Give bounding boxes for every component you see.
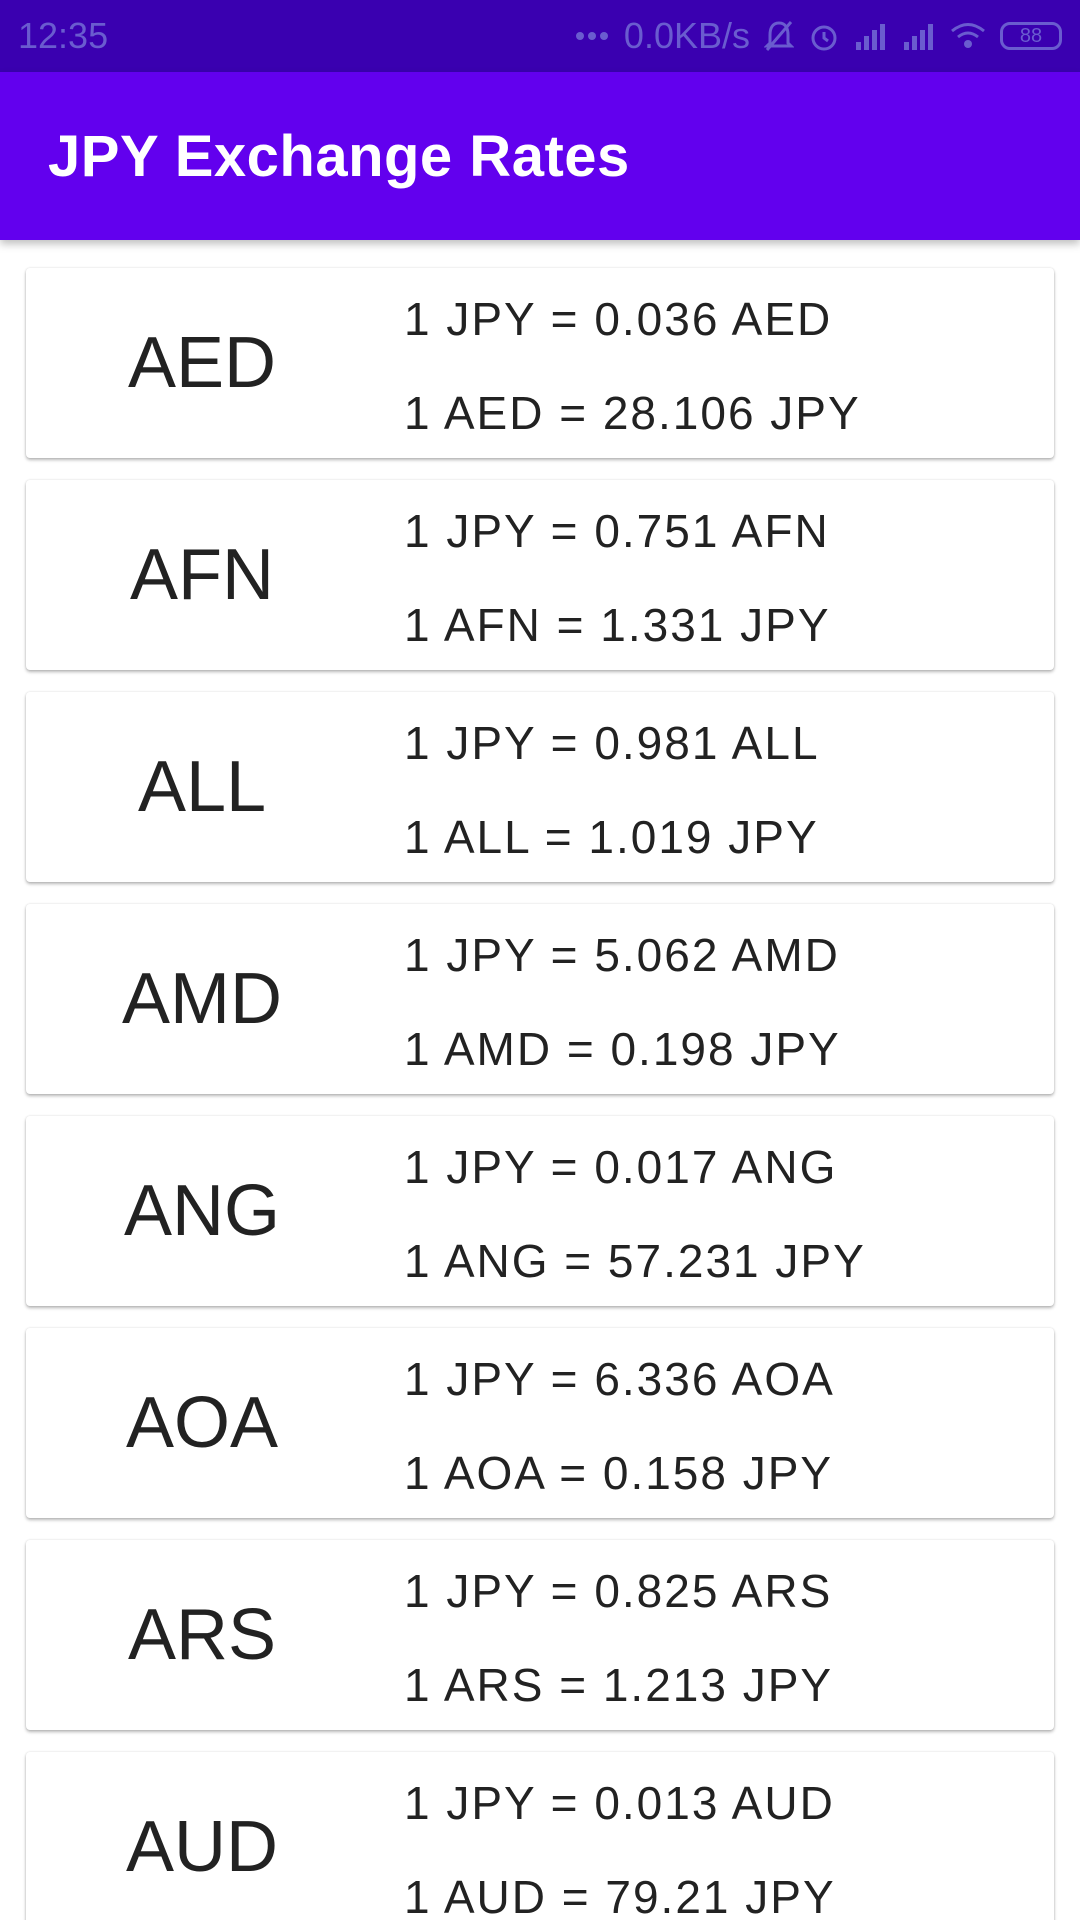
status-time: 12:35 bbox=[18, 15, 109, 56]
currency-code: AUD bbox=[125, 1807, 278, 1887]
wifi-icon bbox=[950, 22, 986, 50]
rate-card-aoa[interactable]: AOA 1 JPY = 6.336 AOA 1 AOA = 0.158 JPY bbox=[26, 1328, 1054, 1518]
rate-card-all[interactable]: ALL 1 JPY = 0.981 ALL 1 ALL = 1.019 JPY bbox=[26, 692, 1054, 882]
rate-jpy-to-currency: 1 JPY = 0.036 AED bbox=[404, 293, 833, 345]
rate-currency-to-jpy: 1 AOA = 0.158 JPY bbox=[404, 1447, 834, 1499]
rates-list[interactable]: AED 1 JPY = 0.036 AED 1 AED = 28.106 JPY… bbox=[0, 240, 1080, 1920]
rate-currency-to-jpy: 1 AMD = 0.198 JPY bbox=[404, 1023, 841, 1075]
rate-jpy-to-currency: 1 JPY = 0.017 ANG bbox=[404, 1141, 838, 1193]
currency-code: ARS bbox=[127, 1595, 277, 1675]
currency-code: AMD bbox=[122, 959, 282, 1039]
network-speed: 0.0KB/s bbox=[623, 15, 750, 56]
rate-card-amd[interactable]: AMD 1 JPY = 5.062 AMD 1 AMD = 0.198 JPY bbox=[26, 904, 1054, 1094]
more-dots-icon bbox=[574, 30, 610, 42]
rate-jpy-to-currency: 1 JPY = 0.013 AUD bbox=[404, 1777, 835, 1829]
currency-code: AED bbox=[127, 323, 277, 403]
rate-currency-to-jpy: 1 ARS = 1.213 JPY bbox=[404, 1659, 834, 1711]
signal-icon bbox=[854, 22, 888, 50]
currency-code: AFN bbox=[130, 535, 274, 615]
currency-code: AOA bbox=[125, 1383, 279, 1463]
currency-code: ALL bbox=[137, 747, 267, 827]
rate-currency-to-jpy: 1 ALL = 1.019 JPY bbox=[404, 811, 819, 863]
rate-jpy-to-currency: 1 JPY = 5.062 AMD bbox=[404, 929, 840, 981]
rate-card-aud[interactable]: AUD 1 JPY = 0.013 AUD 1 AUD = 79.21 JPY bbox=[26, 1752, 1054, 1920]
rate-currency-to-jpy: 1 AUD = 79.21 JPY bbox=[404, 1871, 836, 1920]
status-icons: 0.0KB/s 88 bbox=[574, 15, 1062, 57]
rate-jpy-to-currency: 1 JPY = 0.825 ARS bbox=[404, 1565, 833, 1617]
rate-jpy-to-currency: 1 JPY = 6.336 AOA bbox=[404, 1353, 835, 1405]
rate-jpy-to-currency: 1 JPY = 0.981 ALL bbox=[404, 717, 820, 769]
rate-currency-to-jpy: 1 AFN = 1.331 JPY bbox=[404, 599, 831, 651]
mute-bell-icon bbox=[764, 19, 794, 53]
rate-currency-to-jpy: 1 AED = 28.106 JPY bbox=[404, 387, 861, 439]
page-title: JPY Exchange Rates bbox=[48, 123, 630, 189]
signal-icon-2 bbox=[902, 22, 936, 50]
rate-currency-to-jpy: 1 ANG = 57.231 JPY bbox=[404, 1235, 866, 1287]
battery-level: 88 bbox=[1019, 24, 1043, 47]
rate-card-ang[interactable]: ANG 1 JPY = 0.017 ANG 1 ANG = 57.231 JPY bbox=[26, 1116, 1054, 1306]
rate-card-afn[interactable]: AFN 1 JPY = 0.751 AFN 1 AFN = 1.331 JPY bbox=[26, 480, 1054, 670]
battery-icon: 88 bbox=[1000, 22, 1062, 50]
app-bar: JPY Exchange Rates bbox=[0, 72, 1080, 240]
currency-code: ANG bbox=[123, 1171, 281, 1251]
status-bar: 12:35 0.0KB/s 88 bbox=[0, 0, 1080, 72]
alarm-icon bbox=[808, 20, 840, 52]
rate-card-aed[interactable]: AED 1 JPY = 0.036 AED 1 AED = 28.106 JPY bbox=[26, 268, 1054, 458]
rate-jpy-to-currency: 1 JPY = 0.751 AFN bbox=[404, 505, 830, 557]
rate-card-ars[interactable]: ARS 1 JPY = 0.825 ARS 1 ARS = 1.213 JPY bbox=[26, 1540, 1054, 1730]
